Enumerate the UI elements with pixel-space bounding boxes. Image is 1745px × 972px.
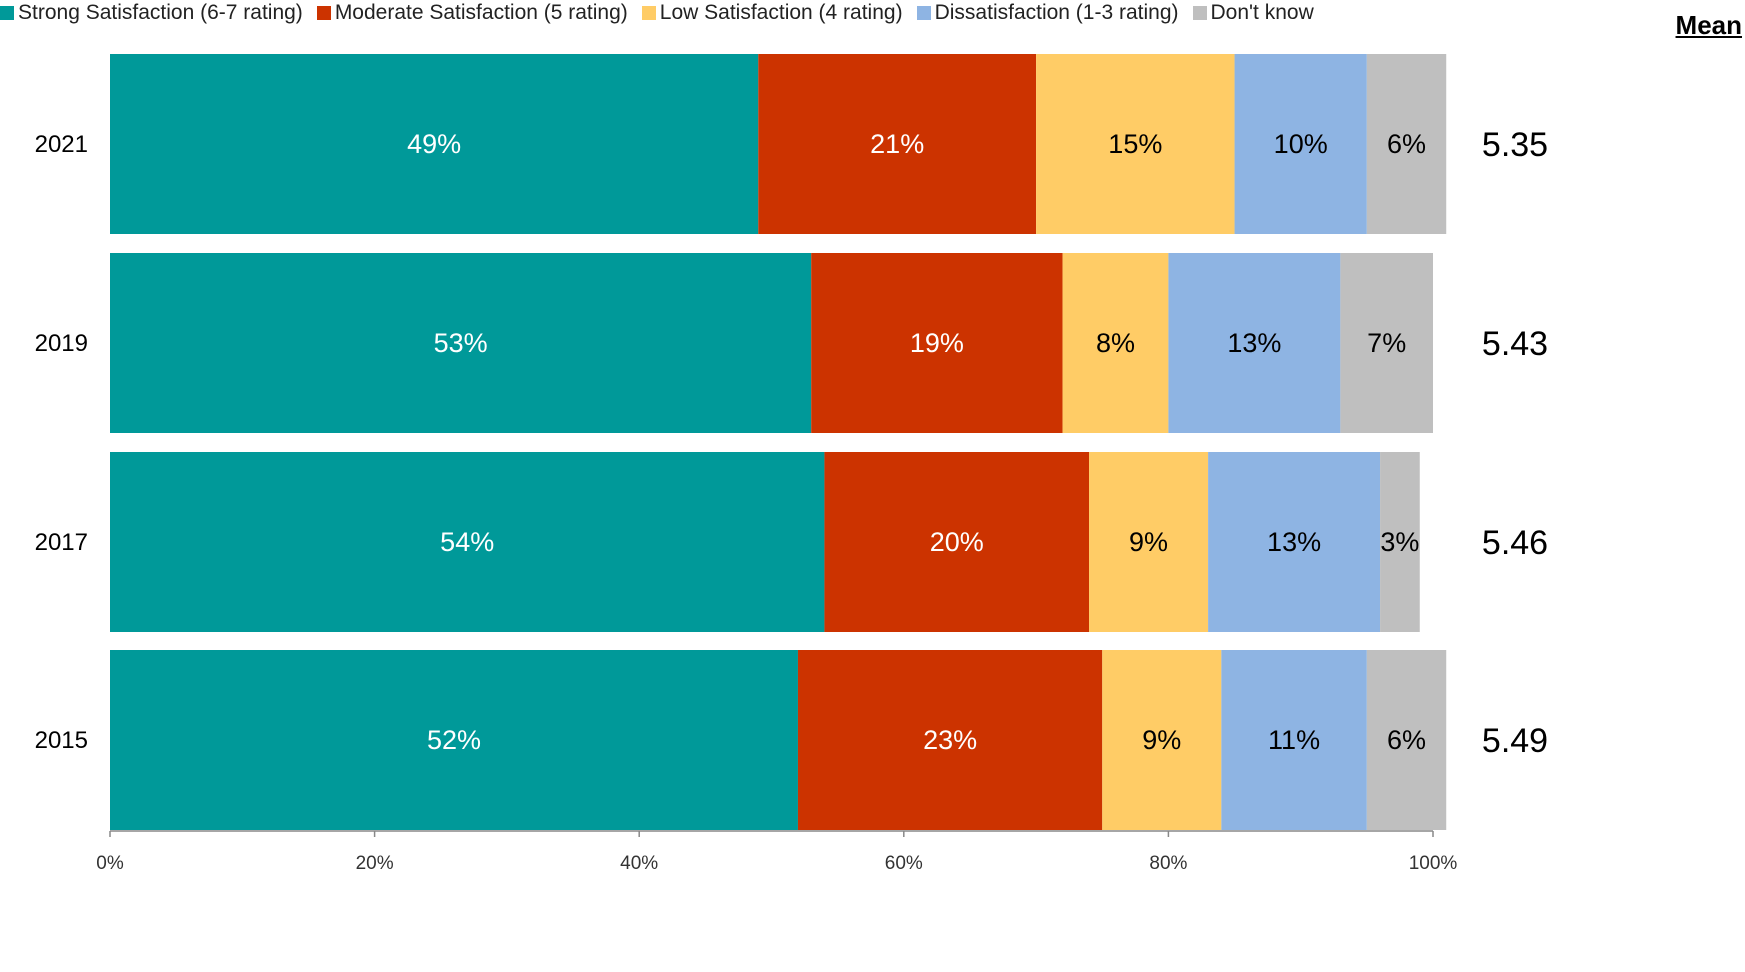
- category-label-2017: 2017: [35, 529, 88, 556]
- bar-dissatisfaction-1-3-rating-2021: [1234, 54, 1367, 234]
- mean-value-2021: 5.35: [1482, 126, 1548, 164]
- data-label-strong-satisfaction-6-7-rating-2015: 52%: [427, 725, 481, 755]
- data-label-low-satisfaction-4-rating-2019: 8%: [1096, 328, 1135, 358]
- legend-label: Moderate Satisfaction (5 rating): [334, 1, 628, 24]
- data-label-don-t-know-2019: 7%: [1367, 328, 1406, 358]
- bar-don-t-know-2017: [1380, 452, 1420, 632]
- bar-don-t-know-2015: [1366, 650, 1447, 830]
- bar-dissatisfaction-1-3-rating-2019: [1168, 253, 1341, 433]
- x-tick-label: 80%: [1149, 853, 1187, 874]
- mean-value-2019: 5.43: [1482, 325, 1548, 363]
- data-label-strong-satisfaction-6-7-rating-2017: 54%: [440, 527, 494, 557]
- data-label-dissatisfaction-1-3-rating-2015: 11%: [1268, 725, 1320, 755]
- data-label-strong-satisfaction-6-7-rating-2021: 49%: [407, 129, 461, 159]
- bar-low-satisfaction-4-rating-2015: [1102, 650, 1222, 830]
- data-label-moderate-satisfaction-5-rating-2017: 20%: [930, 527, 984, 557]
- legend-item-strong-satisfaction-6-7-rating: Strong Satisfaction (6-7 rating): [0, 1, 303, 25]
- legend-label: Strong Satisfaction (6-7 rating): [18, 1, 303, 24]
- x-tick-label: 40%: [620, 853, 658, 874]
- category-label-2015: 2015: [35, 727, 88, 754]
- bar-low-satisfaction-4-rating-2021: [1036, 54, 1235, 234]
- legend-swatch: [316, 6, 331, 20]
- bar-moderate-satisfaction-5-rating-2015: [797, 650, 1103, 830]
- bar-don-t-know-2021: [1366, 54, 1447, 234]
- legend-label: Don't know: [1210, 1, 1314, 24]
- bar-strong-satisfaction-6-7-rating-2015: [110, 650, 798, 830]
- legend-label: Low Satisfaction (4 rating): [659, 1, 903, 24]
- data-label-dissatisfaction-1-3-rating-2017: 13%: [1267, 527, 1321, 557]
- bar-low-satisfaction-4-rating-2017: [1089, 452, 1209, 632]
- x-tick-label: 20%: [356, 853, 394, 874]
- bar-strong-satisfaction-6-7-rating-2019: [110, 253, 812, 433]
- bar-moderate-satisfaction-5-rating-2021: [758, 54, 1037, 234]
- bar-strong-satisfaction-6-7-rating-2021: [110, 54, 759, 234]
- bar-moderate-satisfaction-5-rating-2017: [824, 452, 1090, 632]
- data-label-dissatisfaction-1-3-rating-2019: 13%: [1227, 328, 1281, 358]
- data-label-low-satisfaction-4-rating-2017: 9%: [1129, 527, 1168, 557]
- data-label-low-satisfaction-4-rating-2021: 15%: [1108, 129, 1162, 159]
- data-label-strong-satisfaction-6-7-rating-2019: 53%: [434, 328, 488, 358]
- mean-value-2015: 5.49: [1482, 722, 1548, 760]
- data-label-moderate-satisfaction-5-rating-2019: 19%: [910, 328, 964, 358]
- legend-swatch: [916, 6, 931, 20]
- data-label-moderate-satisfaction-5-rating-2015: 23%: [923, 725, 977, 755]
- data-label-dissatisfaction-1-3-rating-2021: 10%: [1274, 129, 1328, 159]
- data-label-don-t-know-2017: 3%: [1380, 527, 1419, 557]
- legend-label: Dissatisfaction (1-3 rating): [934, 1, 1179, 24]
- x-tick-label: 0%: [96, 853, 124, 874]
- category-label-2021: 2021: [35, 131, 88, 158]
- data-label-moderate-satisfaction-5-rating-2021: 21%: [870, 129, 924, 159]
- legend-item-low-satisfaction-4-rating: Low Satisfaction (4 rating): [641, 1, 903, 25]
- bar-dissatisfaction-1-3-rating-2015: [1221, 650, 1367, 830]
- mean-header: Mean: [1675, 10, 1742, 40]
- data-label-low-satisfaction-4-rating-2015: 9%: [1142, 725, 1181, 755]
- mean-value-2017: 5.46: [1482, 524, 1548, 562]
- bar-moderate-satisfaction-5-rating-2019: [811, 253, 1063, 433]
- data-label-don-t-know-2021: 6%: [1387, 129, 1426, 159]
- legend-swatch: [0, 6, 14, 20]
- bar-low-satisfaction-4-rating-2019: [1062, 253, 1169, 433]
- legend-swatch: [641, 6, 656, 20]
- category-label-2019: 2019: [35, 330, 88, 357]
- legend-item-dissatisfaction-1-3-rating: Dissatisfaction (1-3 rating): [916, 1, 1179, 25]
- legend: Strong Satisfaction (6-7 rating) Moderate…: [0, 0, 1328, 26]
- bar-dissatisfaction-1-3-rating-2017: [1208, 452, 1381, 632]
- bar-don-t-know-2019: [1340, 253, 1433, 433]
- legend-swatch: [1192, 6, 1207, 20]
- legend-item-moderate-satisfaction-5-rating: Moderate Satisfaction (5 rating): [316, 1, 628, 25]
- x-tick-label: 100%: [1409, 853, 1458, 874]
- x-tick-label: 60%: [885, 853, 923, 874]
- legend-item-don-t-know: Don't know: [1192, 1, 1314, 25]
- bar-strong-satisfaction-6-7-rating-2017: [110, 452, 825, 632]
- data-label-don-t-know-2015: 6%: [1387, 725, 1426, 755]
